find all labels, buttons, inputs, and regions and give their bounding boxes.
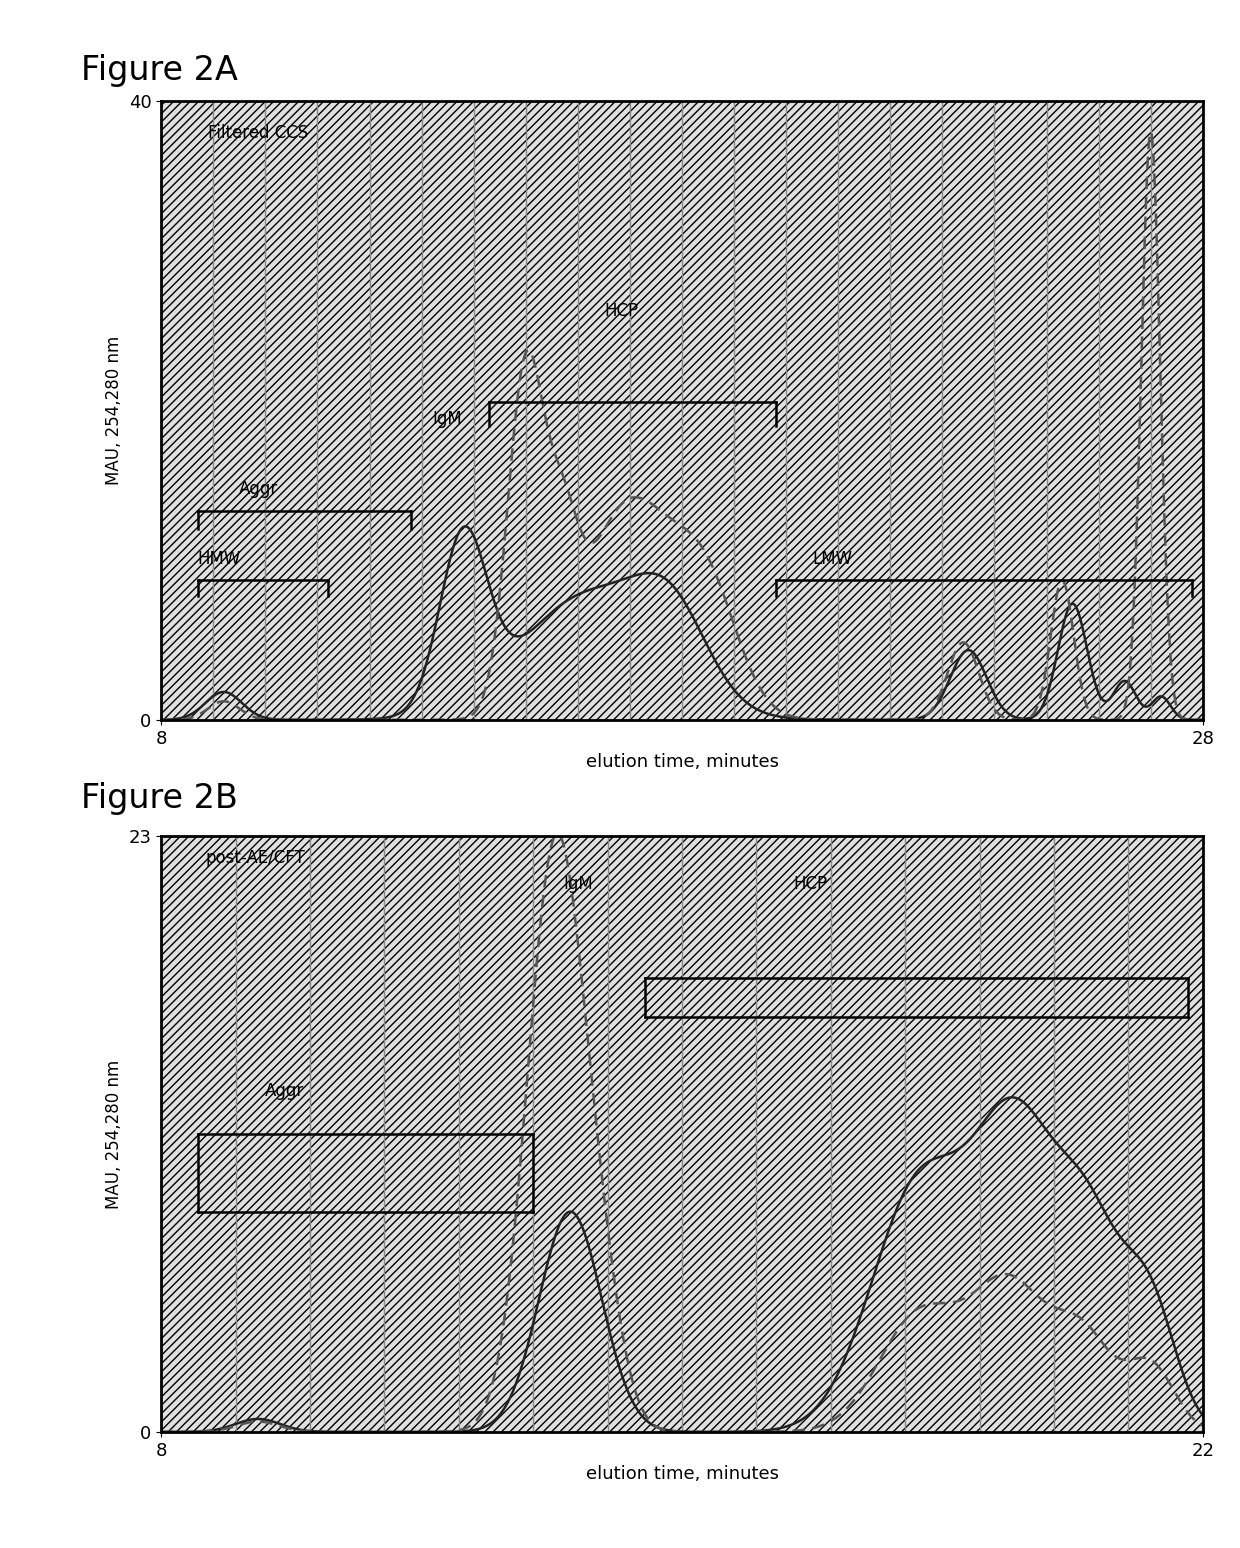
Text: IgM: IgM <box>563 875 593 893</box>
Text: HMW: HMW <box>197 550 241 568</box>
Y-axis label: MAU, 254,280 nm: MAU, 254,280 nm <box>105 336 123 485</box>
X-axis label: elution time, minutes: elution time, minutes <box>585 1464 779 1483</box>
Text: HCP: HCP <box>604 302 639 320</box>
Text: Figure 2A: Figure 2A <box>81 54 238 87</box>
Y-axis label: MAU, 254,280 nm: MAU, 254,280 nm <box>105 1059 123 1209</box>
Text: Filtered CCS: Filtered CCS <box>208 124 309 142</box>
Text: Aggr: Aggr <box>239 480 279 498</box>
Text: Figure 2B: Figure 2B <box>81 782 238 814</box>
Text: IgM: IgM <box>432 410 461 429</box>
Text: post-AE/CFT: post-AE/CFT <box>206 848 305 867</box>
Text: Aggr: Aggr <box>265 1082 305 1101</box>
Text: LMW: LMW <box>812 550 852 568</box>
Text: HCP: HCP <box>794 875 828 893</box>
X-axis label: elution time, minutes: elution time, minutes <box>585 752 779 771</box>
